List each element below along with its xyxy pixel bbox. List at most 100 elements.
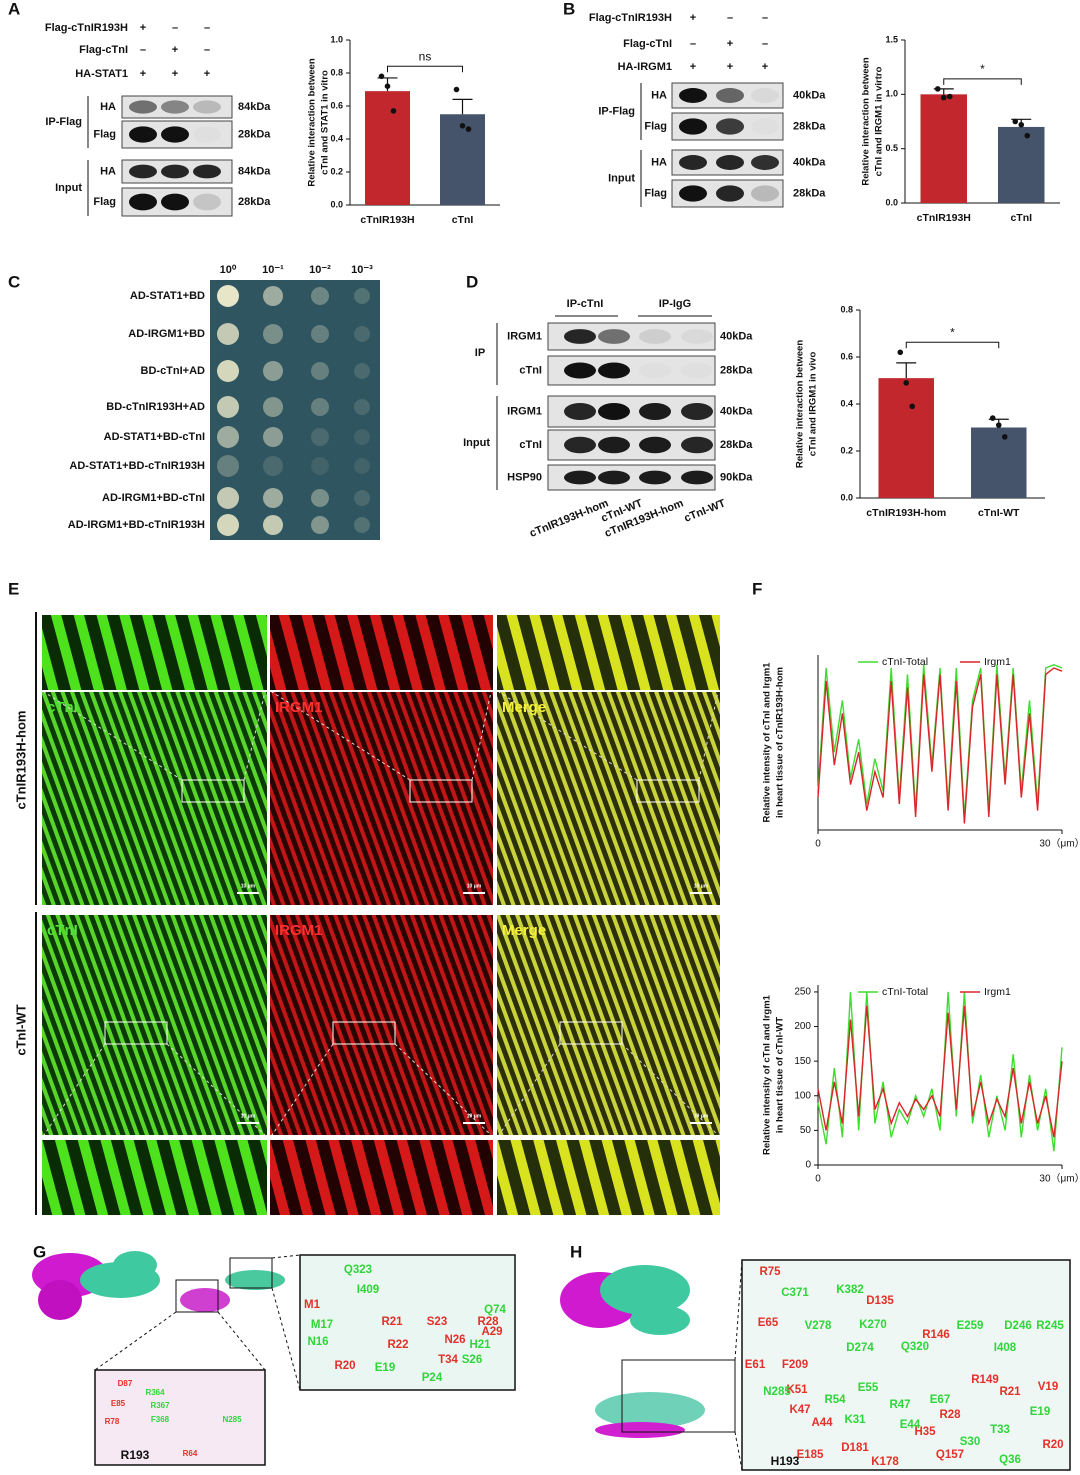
label: 28kDa	[720, 364, 753, 376]
legend-label: Irgm1	[984, 986, 1011, 998]
row-label: cTnI-WT	[13, 1004, 28, 1055]
residue-label: R20	[1042, 1439, 1063, 1451]
residue-label: R364	[145, 1388, 165, 1397]
residue-label: S26	[462, 1354, 482, 1366]
residue-label: D274	[846, 1342, 874, 1354]
colony	[354, 288, 370, 304]
residue-label: R47	[889, 1399, 910, 1411]
label: Flag-cTnIR193H	[45, 22, 128, 34]
colony	[217, 323, 239, 345]
residue-label: R28	[477, 1316, 499, 1328]
label: IRGM1	[507, 330, 542, 342]
blot-band	[193, 193, 221, 211]
structure	[38, 1280, 82, 1320]
residue-label: N285	[763, 1386, 791, 1398]
data-point	[465, 126, 472, 132]
blot-band	[751, 185, 779, 202]
residue-label: F209	[782, 1359, 808, 1371]
residue-label: R21	[999, 1386, 1021, 1398]
residue-label: F368	[151, 1415, 170, 1424]
panel-letter: D	[466, 272, 478, 291]
sign: +	[140, 22, 146, 34]
x-tick-label: cTnIR193H-hom	[866, 507, 946, 519]
blot-band	[639, 329, 671, 344]
rule	[43, 1043, 106, 1136]
residue-label: Q36	[999, 1454, 1021, 1466]
sign: –	[204, 44, 210, 56]
rule	[271, 1254, 301, 1259]
residue-label: R193	[121, 1448, 150, 1462]
micrograph-zoom	[42, 615, 267, 690]
label: 28kDa	[238, 196, 271, 208]
colony	[311, 457, 329, 475]
residue-label: M17	[311, 1319, 333, 1331]
data-point	[1018, 121, 1025, 128]
x-tick-label: 30（μm）	[1039, 1173, 1080, 1185]
colony	[217, 426, 239, 448]
residue-label: K51	[786, 1384, 808, 1396]
x-tick-label: cTnI-WT	[978, 507, 1020, 519]
zoom-panel	[741, 1259, 1071, 1471]
label: HA	[651, 156, 667, 168]
sign: +	[172, 44, 178, 56]
label: 10⁻³	[351, 264, 373, 276]
label: Input	[55, 182, 82, 194]
label: IP-cTnI	[567, 298, 604, 310]
zoom-box	[229, 1257, 273, 1289]
data-point	[909, 403, 916, 410]
sign: –	[762, 12, 768, 24]
blot-band	[716, 185, 744, 202]
residue-label: R54	[824, 1394, 846, 1406]
residue-label: M1	[304, 1299, 321, 1311]
data-point	[1024, 132, 1031, 139]
data-point	[390, 108, 397, 114]
micrograph	[270, 915, 493, 1135]
residue-label: K47	[789, 1404, 810, 1416]
roi-box	[636, 779, 700, 803]
y-axis-label: Relative intensity of cTnI and Irgm1	[762, 994, 773, 1155]
residue-label: C371	[781, 1287, 809, 1299]
label: HSP90	[507, 471, 542, 483]
rule	[394, 1043, 492, 1136]
y-tick-label: 200	[794, 1021, 811, 1032]
colony	[263, 286, 283, 306]
colony	[354, 458, 370, 474]
rule	[271, 1287, 301, 1391]
label: AD-IRGM1+BD-cTnI	[102, 492, 205, 504]
residue-label: A44	[811, 1417, 833, 1429]
sign: +	[204, 68, 210, 80]
y-tick-label: 100	[794, 1090, 811, 1101]
label: 10⁻¹	[262, 264, 284, 276]
residue-label: K178	[871, 1456, 899, 1468]
residue-label: R21	[381, 1316, 403, 1328]
residue-label: R20	[334, 1360, 355, 1372]
x-tick-label: cTnIR193H	[360, 214, 414, 226]
colony	[354, 517, 370, 533]
roi-box	[409, 779, 473, 803]
residue-label: R146	[922, 1329, 950, 1341]
label: IP-Flag	[45, 116, 82, 128]
residue-label: E44	[900, 1419, 921, 1431]
blot-band	[716, 118, 744, 135]
residue-label: R78	[105, 1417, 120, 1426]
residue-label: E67	[930, 1394, 950, 1406]
label: AD-STAT1+BD-cTnIR193H	[69, 460, 205, 472]
colony	[354, 326, 370, 342]
scale-bar-label: 10 μm	[241, 1113, 256, 1119]
label: 40kDa	[720, 405, 753, 417]
structure	[113, 1251, 157, 1279]
label: HA-STAT1	[75, 68, 128, 80]
blot-band	[161, 126, 189, 143]
residue-label: N16	[307, 1336, 328, 1348]
bar	[440, 114, 485, 205]
colony	[217, 487, 239, 509]
y-axis-label: cTnI and STAT1 in vitro	[320, 70, 331, 175]
blot-band	[639, 363, 671, 379]
label: 90kDa	[720, 471, 753, 483]
residue-label: S23	[427, 1316, 447, 1328]
panel-letter: E	[8, 579, 19, 598]
y-axis-label: in heart tissue of cTnI-WT	[775, 1017, 786, 1133]
blot-band	[751, 155, 779, 170]
roi-box	[559, 1021, 623, 1045]
blot-band	[129, 164, 157, 179]
